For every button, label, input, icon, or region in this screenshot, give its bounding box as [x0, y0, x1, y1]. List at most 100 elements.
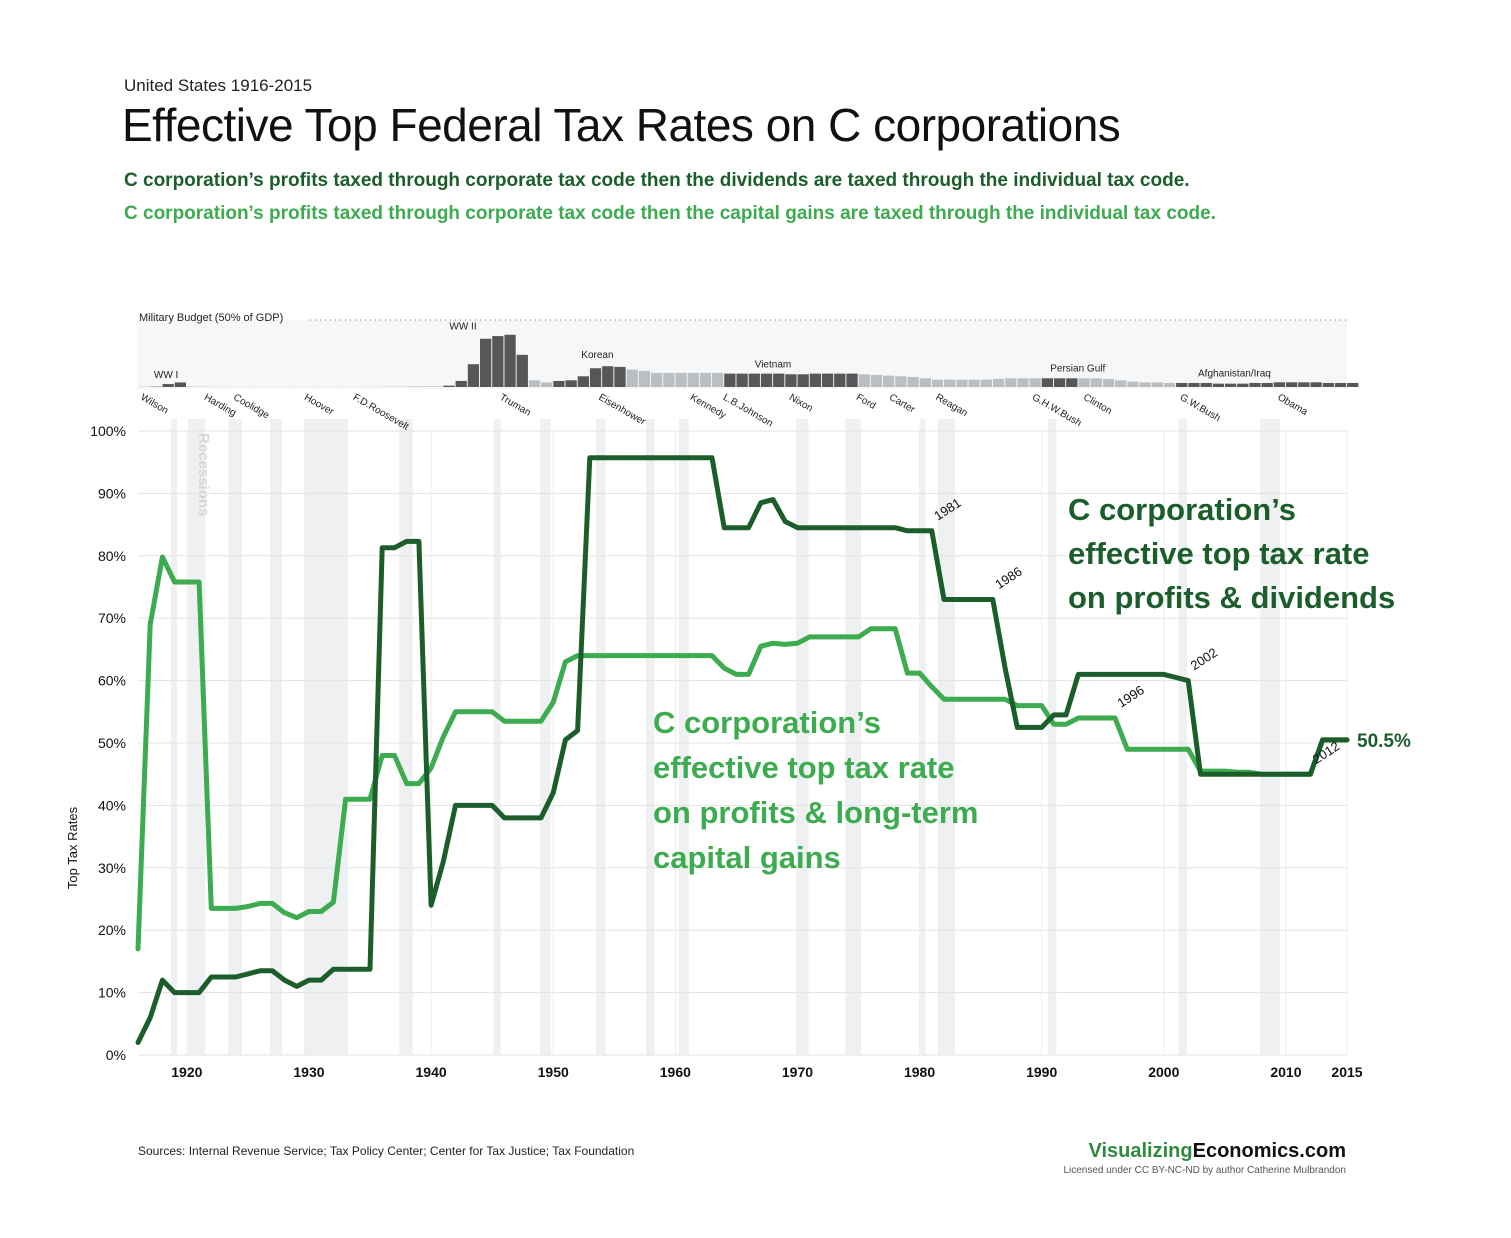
y-tick-label: 0% — [106, 1047, 126, 1063]
military-bar — [455, 380, 467, 387]
military-bar — [1163, 382, 1176, 387]
recession-band — [228, 419, 242, 1055]
military-bar — [992, 378, 1005, 387]
y-tick-label: 20% — [98, 922, 126, 938]
military-bar — [724, 373, 736, 387]
y-tick-label: 30% — [98, 860, 126, 876]
military-bar — [687, 372, 699, 387]
military-bar — [162, 384, 174, 387]
x-tick-label: 1970 — [782, 1064, 813, 1080]
military-bar — [1127, 381, 1139, 387]
military-bar — [712, 372, 724, 387]
military-bar — [858, 374, 870, 387]
president-label: Obama — [1275, 392, 1309, 418]
military-bar — [528, 380, 541, 387]
military-bar — [1188, 382, 1200, 387]
license-note: Licensed under CC BY-NC-ND by author Cat… — [1063, 1165, 1346, 1176]
x-tick-label: 1950 — [538, 1064, 569, 1080]
president-label: Coolidge — [231, 392, 271, 421]
military-bar — [1322, 382, 1334, 387]
y-tick-label: 90% — [98, 485, 126, 501]
military-bar — [797, 374, 809, 387]
x-tick-label: 1990 — [1026, 1064, 1057, 1080]
military-bar — [516, 354, 528, 387]
military-bar — [919, 378, 931, 387]
military-bar — [1298, 382, 1310, 387]
recession-band — [646, 419, 655, 1055]
military-bar — [1053, 378, 1066, 387]
military-bar — [577, 376, 589, 387]
military-bar — [1200, 382, 1212, 387]
president-label: Harding — [202, 392, 238, 419]
military-bar — [846, 373, 858, 387]
military-bar — [1102, 378, 1115, 387]
military-bar — [431, 386, 443, 387]
military-bar — [699, 372, 712, 387]
military-bar — [785, 374, 797, 387]
capital-gains-series-label: effective top tax rate — [653, 750, 955, 785]
military-bar — [1224, 383, 1237, 387]
military-bar — [443, 385, 455, 387]
recession-band — [1047, 419, 1057, 1055]
military-bar — [602, 366, 614, 387]
president-label: Truman — [498, 392, 533, 419]
military-bar — [1017, 378, 1029, 387]
military-bar — [553, 380, 565, 387]
recessions-label: Recessions — [195, 433, 212, 516]
recession-band — [919, 419, 926, 1055]
brand-part-1: Visualizing — [1088, 1140, 1193, 1162]
dividends-series-label: effective top tax rate — [1068, 536, 1370, 571]
chart-title: Effective Top Federal Tax Rates on C cor… — [122, 99, 1121, 151]
military-bar — [809, 373, 822, 387]
military-bar — [614, 366, 626, 387]
capital-gains-series-label: C corporation’s — [653, 705, 881, 740]
recession-band — [399, 419, 413, 1055]
year-annotation: 1996 — [1114, 682, 1146, 710]
recession-band — [678, 419, 689, 1055]
military-bar — [1041, 378, 1054, 387]
military-bar — [1310, 382, 1322, 387]
president-label: Carter — [887, 392, 917, 416]
recession-band — [845, 419, 861, 1055]
military-bar — [650, 372, 663, 387]
x-tick-label: 2015 — [1331, 1064, 1362, 1080]
y-tick-label: 100% — [90, 423, 126, 439]
war-label: Afghanistan/Iraq — [1198, 368, 1271, 379]
military-bar — [834, 373, 846, 387]
war-label: Persian Gulf — [1050, 364, 1105, 375]
recession-band — [595, 419, 606, 1055]
sources-note: Sources: Internal Revenue Service; Tax P… — [138, 1144, 635, 1158]
president-label: Hoover — [302, 392, 336, 418]
military-bar — [1249, 382, 1261, 387]
military-bar — [907, 376, 919, 387]
y-tick-label: 70% — [98, 610, 126, 626]
military-bar — [821, 373, 834, 387]
military-bar — [1176, 382, 1188, 387]
y-tick-label: 10% — [98, 985, 126, 1001]
x-tick-label: 2010 — [1270, 1064, 1301, 1080]
capital-gains-series-label: capital gains — [653, 840, 841, 875]
recession-band — [269, 419, 283, 1055]
war-label: Vietnam — [755, 360, 792, 371]
dividends-series-line — [135, 455, 1350, 1045]
military-bar — [1212, 383, 1225, 387]
military-budget-label: Military Budget (50% of GDP) — [139, 312, 283, 324]
brand-part-2: Economics.com — [1192, 1140, 1346, 1162]
military-bar — [638, 370, 651, 387]
military-bar — [1347, 382, 1359, 387]
president-label: Kennedy — [688, 392, 728, 421]
y-tick-label: 40% — [98, 797, 126, 813]
recession-band — [1178, 419, 1188, 1055]
military-bar — [1286, 382, 1298, 387]
capital-gains-series-label: on profits & long-term — [653, 795, 978, 830]
military-bar — [895, 376, 907, 387]
year-annotation: 2002 — [1188, 645, 1220, 673]
y-tick-label: 50% — [98, 735, 126, 751]
president-label: G.H.W.Bush — [1030, 392, 1083, 429]
y-tick-label: 60% — [98, 673, 126, 689]
recession-band — [796, 419, 809, 1055]
military-bar — [1334, 382, 1347, 387]
military-bar — [504, 334, 516, 387]
military-bar — [492, 336, 504, 387]
military-bar — [773, 373, 785, 387]
